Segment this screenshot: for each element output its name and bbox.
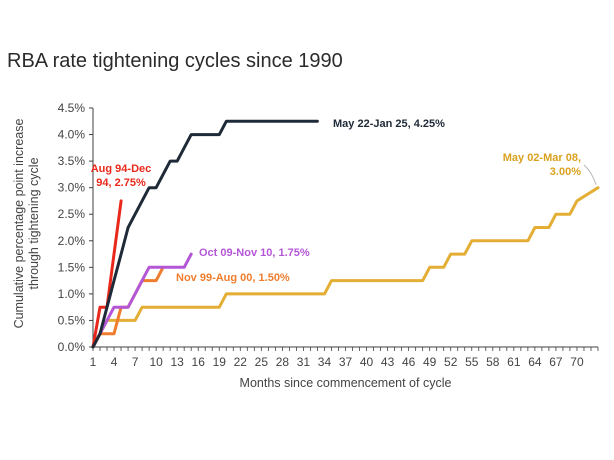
x-tick-label: 34 xyxy=(318,355,332,369)
series-label-oct09: Oct 09-Nov 10, 1.75% xyxy=(199,247,310,259)
x-tick-label: 31 xyxy=(297,355,311,369)
x-tick-label: 16 xyxy=(192,355,206,369)
series-line-may22 xyxy=(91,119,319,349)
x-tick-label: 49 xyxy=(423,355,437,369)
series-label-nov99: Nov 99-Aug 00, 1.50% xyxy=(176,272,290,284)
x-tick-label: 46 xyxy=(402,355,416,369)
y-tick-label: 1.5% xyxy=(58,260,86,274)
y-tick-label: 2.5% xyxy=(58,207,86,221)
x-tick-label: 19 xyxy=(213,355,227,369)
x-tick-label: 10 xyxy=(149,355,163,369)
series-labels: May 02-Mar 08, 3.00% Nov 99-Aug 00, 1.50% O… xyxy=(91,118,597,284)
y-axis-title: Cumulative percentage point increase thro… xyxy=(12,119,41,329)
x-tick-label: 52 xyxy=(444,355,458,369)
axes xyxy=(92,108,598,348)
x-tick-label: 7 xyxy=(132,355,139,369)
y-axis-title-line: Cumulative percentage point increase xyxy=(12,119,26,329)
y-tick-label: 0.0% xyxy=(58,340,86,354)
series-label-aug94: 94, 2.75% xyxy=(96,177,146,189)
series-label-may22: May 22-Jan 25, 4.25% xyxy=(333,118,445,130)
x-tick-label: 55 xyxy=(465,355,479,369)
y-tick-label: 4.5% xyxy=(58,101,86,115)
y-tick-labels: 0.0% 0.5% 1.0% 1.5% 2.0% 2.5% 3.0% 3.5% 4.0% 4.5% xyxy=(58,101,93,354)
series-label-may02: May 02-Mar 08, xyxy=(503,152,581,164)
series-label-aug94: Aug 94-Dec xyxy=(91,163,152,175)
y-tick-label: 0.5% xyxy=(58,313,86,327)
y-axis-title-line: through tightening cycle xyxy=(27,157,41,289)
x-tick-label: 13 xyxy=(170,355,184,369)
series-label-may02: 3.00% xyxy=(550,166,581,178)
x-tick-label: 40 xyxy=(360,355,374,369)
x-tick-labels: 1 4 7 10 13 16 19 22 25 28 31 34 37 40 43 46 49 52 55 58 61 6… xyxy=(90,347,599,369)
series-line-may02 xyxy=(91,186,600,349)
series-line-oct09 xyxy=(91,252,193,349)
label-leader-may02 xyxy=(583,164,597,185)
x-tick-label: 37 xyxy=(339,355,353,369)
x-tick-label: 58 xyxy=(486,355,500,369)
y-tick-label: 2.0% xyxy=(58,234,86,248)
y-tick-label: 4.0% xyxy=(58,128,86,142)
x-tick-label: 43 xyxy=(381,355,395,369)
x-tick-label: 70 xyxy=(570,355,584,369)
y-tick-label: 3.0% xyxy=(58,181,86,195)
x-tick-label: 64 xyxy=(528,355,542,369)
chart-title: RBA rate tightening cycles since 1990 xyxy=(7,50,343,72)
series-lines xyxy=(91,119,600,349)
x-tick-label: 22 xyxy=(234,355,248,369)
x-tick-label: 1 xyxy=(90,355,97,369)
x-tick-label: 28 xyxy=(276,355,290,369)
x-axis-title: Months since commencement of cycle xyxy=(240,376,452,390)
x-tick-label: 67 xyxy=(549,355,563,369)
x-tick-label: 4 xyxy=(111,355,118,369)
y-tick-label: 3.5% xyxy=(58,154,86,168)
x-tick-label: 61 xyxy=(507,355,521,369)
y-tick-label: 1.0% xyxy=(58,287,86,301)
x-tick-label: 25 xyxy=(255,355,269,369)
